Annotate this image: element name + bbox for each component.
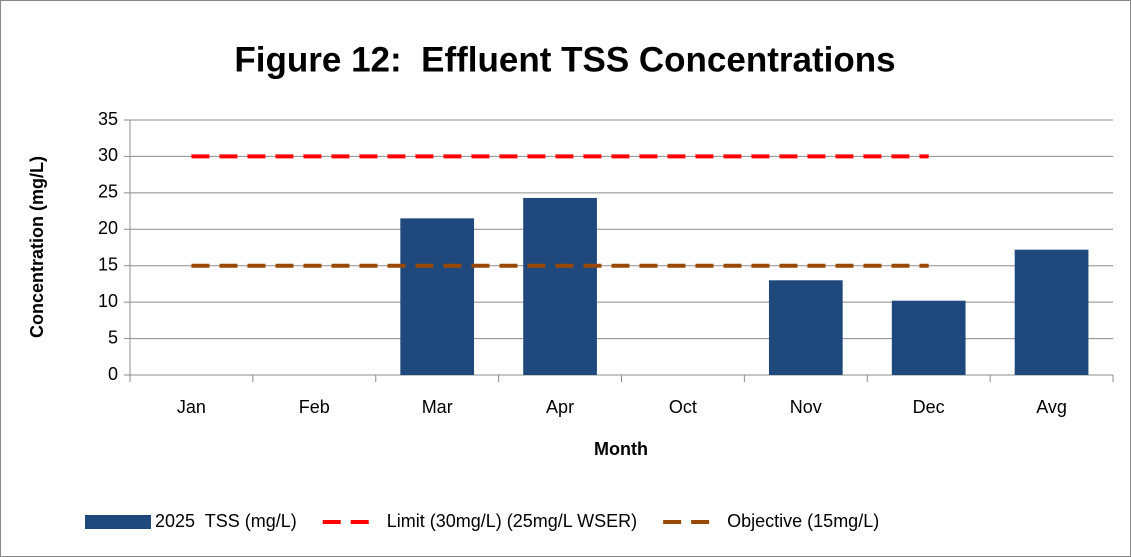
- y-tick-label: 35: [98, 109, 118, 129]
- bar: [891, 300, 966, 375]
- y-tick-label: 20: [98, 218, 118, 238]
- x-tick-label: Oct: [669, 397, 697, 417]
- x-tick-label: Dec: [913, 397, 945, 417]
- legend-label: Objective (15mg/L): [727, 511, 879, 531]
- x-tick-label: Apr: [546, 397, 574, 417]
- chart-title: Figure 12: Effluent TSS Concentrations: [234, 40, 895, 79]
- x-tick-label: Nov: [790, 397, 822, 417]
- legend-label: 2025 TSS (mg/L): [155, 511, 297, 531]
- x-tick-label: Feb: [299, 397, 330, 417]
- legend-label: Limit (30mg/L) (25mg/L WSER): [387, 511, 637, 531]
- y-tick-label: 25: [98, 182, 118, 202]
- bar: [768, 280, 843, 375]
- y-tick-label: 10: [98, 291, 118, 311]
- bar: [523, 197, 597, 375]
- y-tick-label: 0: [108, 364, 118, 384]
- x-tick-label: Mar: [422, 397, 453, 417]
- y-axis-label: Concentration (mg/L): [27, 156, 47, 338]
- bar: [1014, 249, 1089, 375]
- x-tick-label: Jan: [177, 397, 206, 417]
- x-axis-label: Month: [594, 439, 648, 459]
- y-tick-label: 5: [108, 327, 118, 347]
- y-tick-label: 30: [98, 145, 118, 165]
- x-tick-label: Avg: [1036, 397, 1067, 417]
- bar: [400, 218, 475, 375]
- y-tick-label: 15: [98, 254, 118, 274]
- legend-swatch: [85, 515, 151, 529]
